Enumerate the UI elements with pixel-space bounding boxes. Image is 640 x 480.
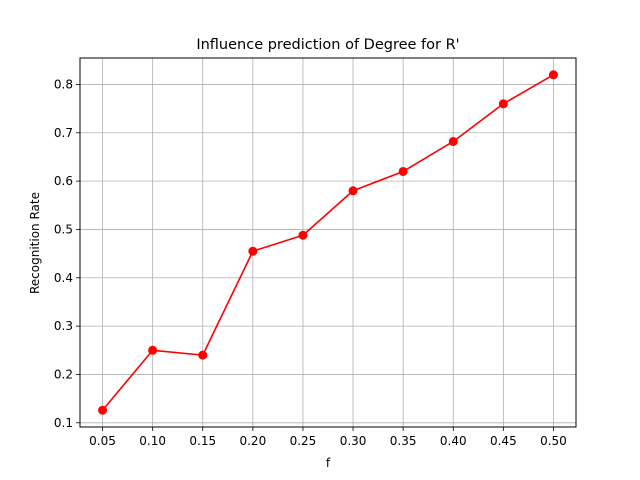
y-tick-label: 0.5	[54, 222, 73, 236]
y-tick-label: 0.7	[54, 126, 73, 140]
x-tick-label: 0.20	[239, 434, 266, 448]
y-tick-label: 0.3	[54, 319, 73, 333]
y-tick-label: 0.6	[54, 174, 73, 188]
x-tick-label: 0.40	[440, 434, 467, 448]
data-point	[448, 136, 458, 146]
y-axis-label: Recognition Rate	[28, 192, 42, 294]
data-point	[198, 350, 208, 360]
x-tick-label: 0.05	[89, 434, 116, 448]
y-tick-label: 0.4	[54, 271, 73, 285]
y-tick-label: 0.8	[54, 77, 73, 91]
x-tick-label: 0.45	[490, 434, 517, 448]
data-point	[98, 405, 108, 415]
x-axis-label: f	[326, 456, 331, 470]
data-point	[148, 345, 158, 355]
series-line	[101, 74, 554, 411]
x-tick-label: 0.30	[340, 434, 367, 448]
data-point	[498, 99, 508, 109]
data-point	[298, 230, 308, 240]
series	[98, 70, 558, 415]
grid	[80, 58, 576, 427]
y-tick-label: 0.1	[54, 416, 73, 430]
y-axis-ticks: 0.1 0.2 0.3 0.4 0.5 0.6 0.7 0.8	[54, 77, 80, 430]
x-tick-label: 0.15	[189, 434, 216, 448]
data-point	[248, 246, 258, 256]
x-tick-label: 0.35	[390, 434, 417, 448]
plot-area	[79, 57, 577, 428]
x-tick-label: 0.10	[139, 434, 166, 448]
data-point	[548, 70, 558, 80]
data-point	[398, 166, 408, 176]
x-axis-ticks: 0.05 0.10 0.15 0.20 0.25 0.30 0.35 0.40 0.45 0.50	[89, 427, 567, 448]
chart-title: Influence prediction of Degree for R'	[196, 37, 459, 53]
x-tick-label: 0.25	[290, 434, 317, 448]
y-tick-label: 0.2	[54, 367, 73, 381]
x-tick-label: 0.50	[540, 434, 567, 448]
data-point	[348, 186, 358, 196]
